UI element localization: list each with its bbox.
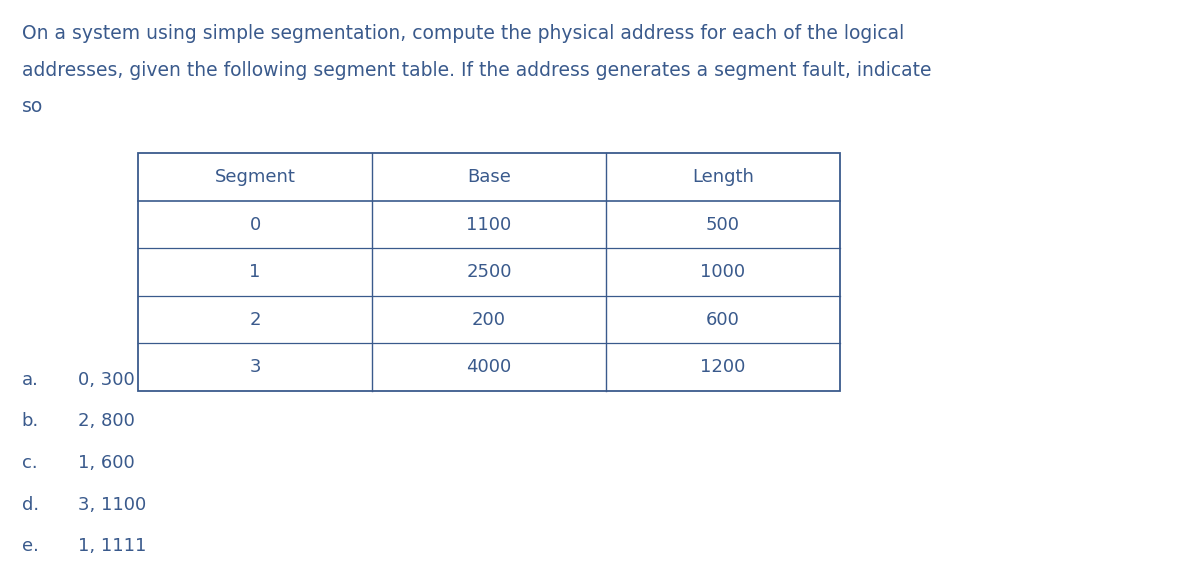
Text: 2500: 2500: [467, 263, 511, 281]
Text: 3: 3: [250, 358, 260, 376]
Text: 0: 0: [250, 215, 260, 234]
Text: 2: 2: [250, 310, 260, 329]
Text: 1200: 1200: [701, 358, 745, 376]
Text: 200: 200: [472, 310, 506, 329]
Text: On a system using simple segmentation, compute the physical address for each of : On a system using simple segmentation, c…: [22, 24, 904, 43]
Text: 0, 300: 0, 300: [78, 371, 134, 389]
Text: a.: a.: [22, 371, 38, 389]
Text: 1100: 1100: [467, 215, 511, 234]
Text: 1000: 1000: [701, 263, 745, 281]
Text: Segment: Segment: [215, 168, 295, 186]
Text: 600: 600: [706, 310, 740, 329]
Text: c.: c.: [22, 454, 37, 472]
Text: 2, 800: 2, 800: [78, 412, 134, 430]
Text: b.: b.: [22, 412, 38, 430]
Text: 500: 500: [706, 215, 740, 234]
Bar: [138, 153, 840, 391]
Text: 4000: 4000: [467, 358, 511, 376]
Text: d.: d.: [22, 496, 38, 514]
Text: Length: Length: [692, 168, 754, 186]
Text: addresses, given the following segment table. If the address generates a segment: addresses, given the following segment t…: [22, 61, 931, 80]
Text: so: so: [22, 97, 43, 116]
Text: 1: 1: [250, 263, 260, 281]
Text: e.: e.: [22, 537, 38, 555]
Text: Base: Base: [467, 168, 511, 186]
Text: 1, 600: 1, 600: [78, 454, 134, 472]
Text: 1, 1111: 1, 1111: [78, 537, 146, 555]
Text: 3, 1100: 3, 1100: [78, 496, 146, 514]
